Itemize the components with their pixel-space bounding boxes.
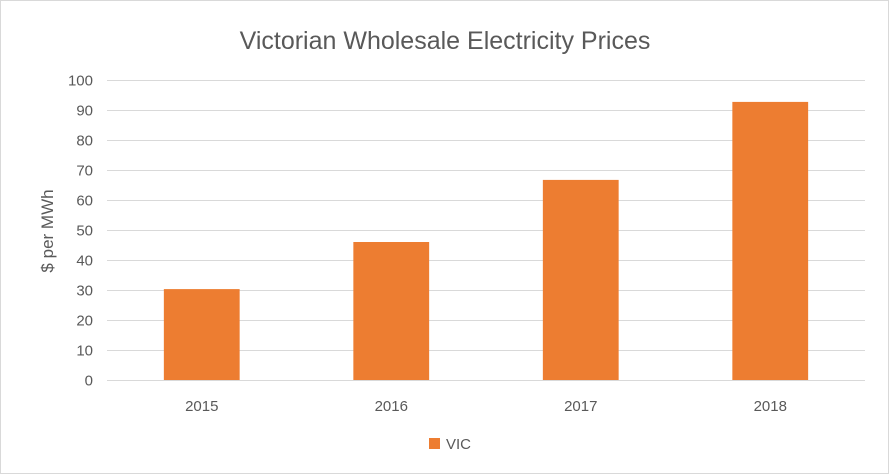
- y-tick-label: 50: [76, 223, 93, 240]
- x-axis-ticks: 2015 2016 2017 2018: [185, 398, 787, 415]
- x-tick-label-2015: 2015: [185, 398, 218, 415]
- bar-2017: [542, 179, 619, 380]
- bar-2018: [732, 101, 809, 381]
- bars: [163, 101, 809, 381]
- y-tick-label: 30: [76, 283, 93, 300]
- y-axis-ticks: 0 10 20 30 40 50 60 70 80 90 100: [68, 73, 93, 390]
- legend-label-vic: VIC: [446, 436, 471, 453]
- x-tick-label-2018: 2018: [754, 398, 787, 415]
- bar-2015: [163, 289, 240, 380]
- y-tick-label: 60: [76, 193, 93, 210]
- legend: VIC: [429, 436, 471, 453]
- y-tick-label: 20: [76, 313, 93, 330]
- x-tick-label-2016: 2016: [375, 398, 408, 415]
- y-tick-label: 100: [68, 73, 93, 90]
- y-tick-label: 10: [76, 343, 93, 360]
- y-tick-label: 40: [76, 253, 93, 270]
- bar-2016: [353, 242, 430, 380]
- y-tick-label: 0: [85, 373, 93, 390]
- chart-title: Victorian Wholesale Electricity Prices: [240, 27, 651, 55]
- y-tick-label: 90: [76, 103, 93, 120]
- y-axis-label: $ per MWh: [38, 189, 57, 272]
- legend-swatch-vic: [429, 438, 440, 449]
- y-tick-label: 70: [76, 163, 93, 180]
- y-tick-label: 80: [76, 133, 93, 150]
- x-tick-label-2017: 2017: [564, 398, 597, 415]
